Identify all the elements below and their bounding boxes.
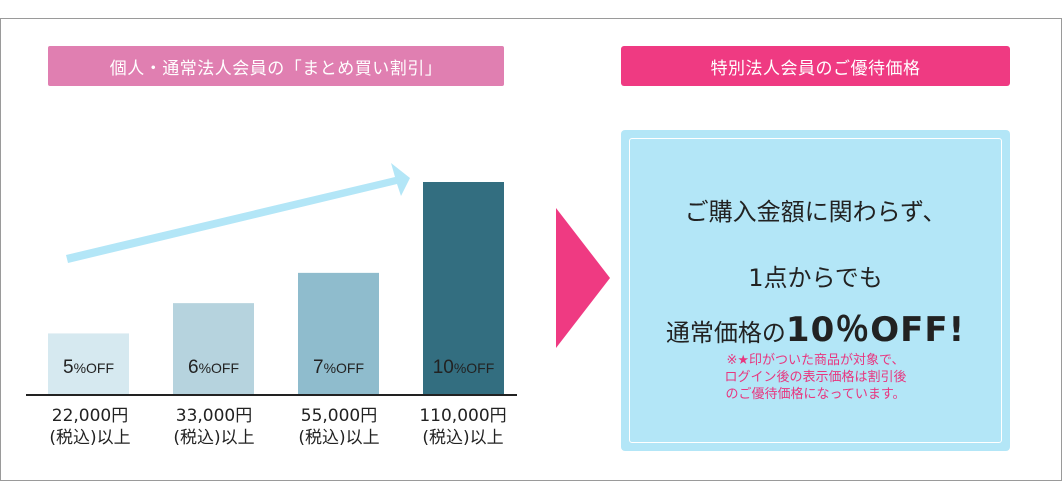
note-line-1: ※★印がついた商品が対象で、 xyxy=(726,353,905,368)
special-note: ※★印がついた商品が対象で、 ログイン後の表示価格は割引後 のご優待価格になって… xyxy=(621,352,1010,403)
bulk-discount-header: 個人・通常法人会員の「まとめ買い割引」 xyxy=(48,46,504,86)
tier-tax: (税込)以上 xyxy=(422,428,504,448)
tier-amount: 55,000円 xyxy=(300,406,378,426)
bar-label-2: 6%OFF xyxy=(188,357,239,378)
tier-amount: 33,000円 xyxy=(175,406,253,426)
special-line2: 1点からでも xyxy=(748,264,883,292)
tier-label-2: 33,000円 (税込)以上 xyxy=(149,405,279,449)
bar-2 xyxy=(173,303,254,394)
note-line-2: ログイン後の表示価格は割引後 xyxy=(724,370,907,385)
tier-tax: (税込)以上 xyxy=(49,428,131,448)
special-discount: 10％OFF! xyxy=(785,310,966,350)
rising-arrow-icon xyxy=(66,163,410,263)
bar-1 xyxy=(48,333,129,394)
bar-label-3: 7%OFF xyxy=(313,357,364,378)
special-member-header: 特別法人会員のご優待価格 xyxy=(621,46,1010,86)
tier-amount: 110,000円 xyxy=(419,406,507,426)
tier-tax: (税込)以上 xyxy=(298,428,380,448)
discount-bar-chart: 5%OFF 6%OFF 7%OFF 10%OFF xyxy=(26,163,517,396)
tier-label-1: 22,000円 (税込)以上 xyxy=(25,405,155,449)
special-line1: ご購入金額に関わらず、 xyxy=(684,198,947,226)
special-line3: 通常価格の10％OFF! xyxy=(621,302,1010,351)
tier-amount: 22,000円 xyxy=(51,406,129,426)
bar-label-1: 5%OFF xyxy=(63,357,114,378)
special-price-box: ご購入金額に関わらず、 1点からでも 通常価格の10％OFF! ※★印がついた商… xyxy=(621,130,1010,451)
tier-label-4: 110,000円 (税込)以上 xyxy=(398,405,528,449)
special-line3-prefix: 通常価格の xyxy=(665,319,786,347)
special-price-border xyxy=(629,138,1002,443)
note-line-3: のご優待価格になっています。 xyxy=(725,387,906,402)
bar-label-4: 10%OFF xyxy=(433,357,495,378)
tier-tax: (税込)以上 xyxy=(173,428,255,448)
tier-label-3: 55,000円 (税込)以上 xyxy=(274,405,404,449)
bar-3 xyxy=(298,272,379,394)
bar-4 xyxy=(423,182,504,394)
